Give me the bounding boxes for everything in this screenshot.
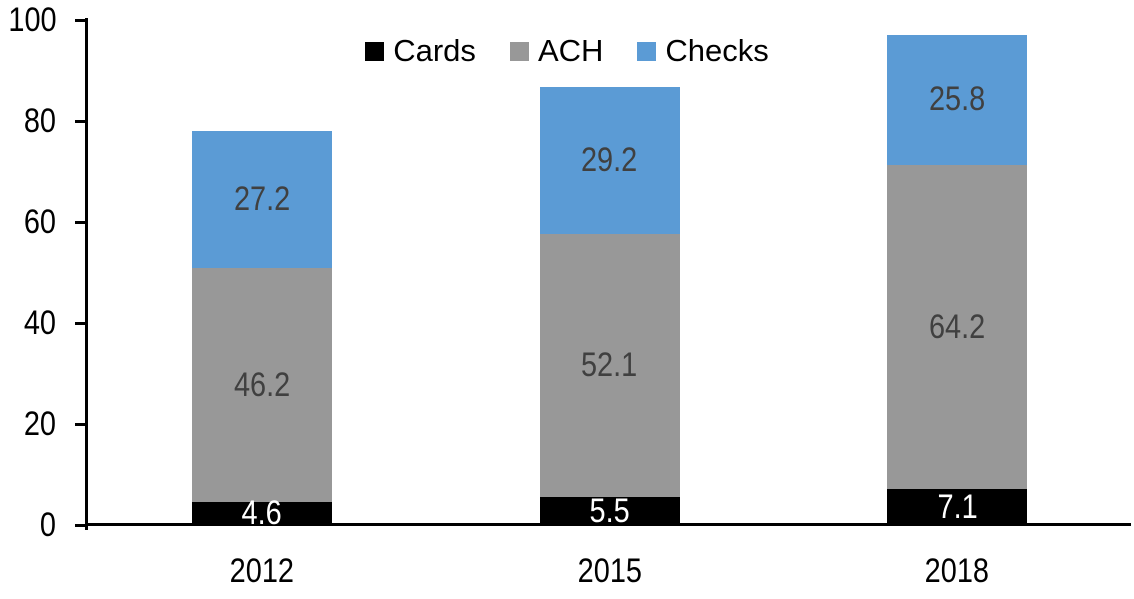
data-label: 52.1 [581,346,638,385]
data-label: 27.2 [233,180,290,219]
legend-swatch-icon [509,41,529,61]
legend-item-cards: Cards [365,33,476,68]
bar-segment-ach: 64.2 [887,164,1028,490]
bar-segment-checks: 27.2 [191,131,332,269]
bar-segment-ach: 46.2 [191,268,332,502]
legend-swatch-icon [365,41,385,61]
bar-segment-cards: 4.6 [191,494,332,532]
y-tick-label: 80 [23,102,56,140]
y-tick-label: 20 [23,405,56,443]
bar-segment-cards: 7.1 [887,487,1028,526]
y-axis-tick [75,321,85,325]
y-axis-tick [75,523,85,527]
data-label: 46.2 [233,365,290,404]
y-axis-tick [75,18,85,22]
legend-label: ACH [537,33,604,68]
data-label: 25.8 [929,80,986,119]
bar-segment-ach: 52.1 [539,234,680,498]
y-axis-line [85,18,88,530]
legend-swatch-icon [637,41,657,61]
legend-label: Checks [665,33,769,68]
legend-item-checks: Checks [637,33,769,68]
x-axis-label: 2012 [229,552,294,590]
legend: Cards ACH Checks [0,33,1134,68]
data-label: 64.2 [929,307,986,346]
data-label: 4.6 [241,493,282,532]
y-axis-tick [75,422,85,426]
y-tick-label: 100 [8,1,57,39]
y-axis-tick [75,119,85,123]
x-axis-label: 2015 [577,552,642,590]
y-tick-label: 60 [23,203,56,241]
y-axis-tick [75,220,85,224]
x-axis-label: 2018 [925,552,990,590]
data-label: 5.5 [589,491,630,530]
data-label: 7.1 [937,487,978,526]
bar-segment-checks: 25.8 [887,34,1028,165]
data-label: 29.2 [581,140,638,179]
legend-label: Cards [393,33,476,68]
bar-segment-checks: 29.2 [539,86,680,235]
bar-segment-cards: 5.5 [539,492,680,530]
y-tick-label: 40 [23,304,56,342]
legend-item-ach: ACH [509,33,604,68]
y-tick-label: 0 [39,506,56,544]
